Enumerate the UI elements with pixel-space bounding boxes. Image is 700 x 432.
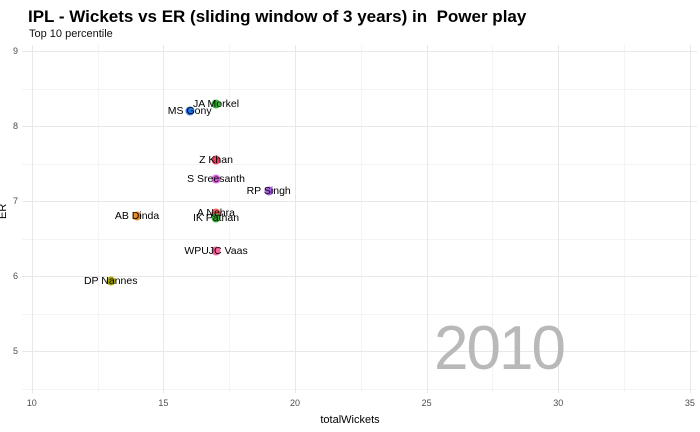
point-label: AB Dinda <box>114 210 160 222</box>
major-gridline <box>22 351 697 352</box>
y-tick-label: 6 <box>12 271 18 281</box>
major-gridline <box>22 126 697 127</box>
minor-gridline <box>22 388 697 390</box>
y-tick-label: 8 <box>12 121 18 131</box>
x-tick-label: 10 <box>26 398 37 408</box>
point-label: JA Morkel <box>192 97 240 110</box>
data-point <box>211 213 221 222</box>
y-tick-label: 9 <box>12 46 18 56</box>
point-label: IK Pathan <box>192 211 240 224</box>
major-gridline <box>426 45 428 393</box>
minor-gridline <box>22 313 697 315</box>
major-gridline <box>22 276 697 277</box>
point-label: A Nehra <box>197 207 235 219</box>
data-point <box>185 106 195 116</box>
major-gridline <box>558 45 560 393</box>
x-tick-label: 25 <box>421 398 432 408</box>
data-point <box>132 211 142 221</box>
major-gridline <box>295 45 296 393</box>
chart-subtitle: Top 10 percentile <box>29 28 113 40</box>
x-tick-label: 35 <box>684 398 695 408</box>
minor-gridline <box>97 45 99 393</box>
x-axis-title: totalWickets <box>320 414 380 426</box>
x-tick-label: 15 <box>158 398 169 408</box>
major-gridline <box>163 45 165 393</box>
point-label: DP Nannes <box>83 275 138 288</box>
major-gridline <box>22 201 697 202</box>
major-gridline <box>31 45 33 393</box>
data-point <box>211 99 221 108</box>
y-tick-label: 7 <box>12 196 18 206</box>
point-label: Z Khan <box>199 153 233 166</box>
year-watermark: 2010 <box>434 314 566 383</box>
minor-gridline <box>22 238 697 240</box>
data-point <box>264 186 274 195</box>
y-tick-label: 5 <box>12 346 18 356</box>
major-gridline <box>22 51 697 52</box>
y-axis-title: ER <box>0 203 9 219</box>
minor-gridline <box>360 45 362 393</box>
data-point <box>106 276 116 286</box>
point-label: MS Gony <box>167 105 212 117</box>
data-point <box>211 155 221 165</box>
major-gridline <box>689 45 691 393</box>
point-label: WPUJC Vaas <box>184 245 248 258</box>
point-label: S Sreesanth <box>187 173 245 186</box>
minor-gridline <box>624 45 626 393</box>
minor-gridline <box>492 45 494 393</box>
chart-title: IPL - Wickets vs ER (sliding window of 3… <box>28 7 527 26</box>
data-point <box>211 246 221 256</box>
minor-gridline <box>22 163 697 165</box>
data-point <box>211 174 221 184</box>
x-tick-label: 30 <box>553 398 564 408</box>
x-tick-label: 20 <box>289 398 301 408</box>
minor-gridline <box>22 88 697 90</box>
minor-gridline <box>229 45 231 393</box>
point-label: RP Singh <box>246 184 291 197</box>
